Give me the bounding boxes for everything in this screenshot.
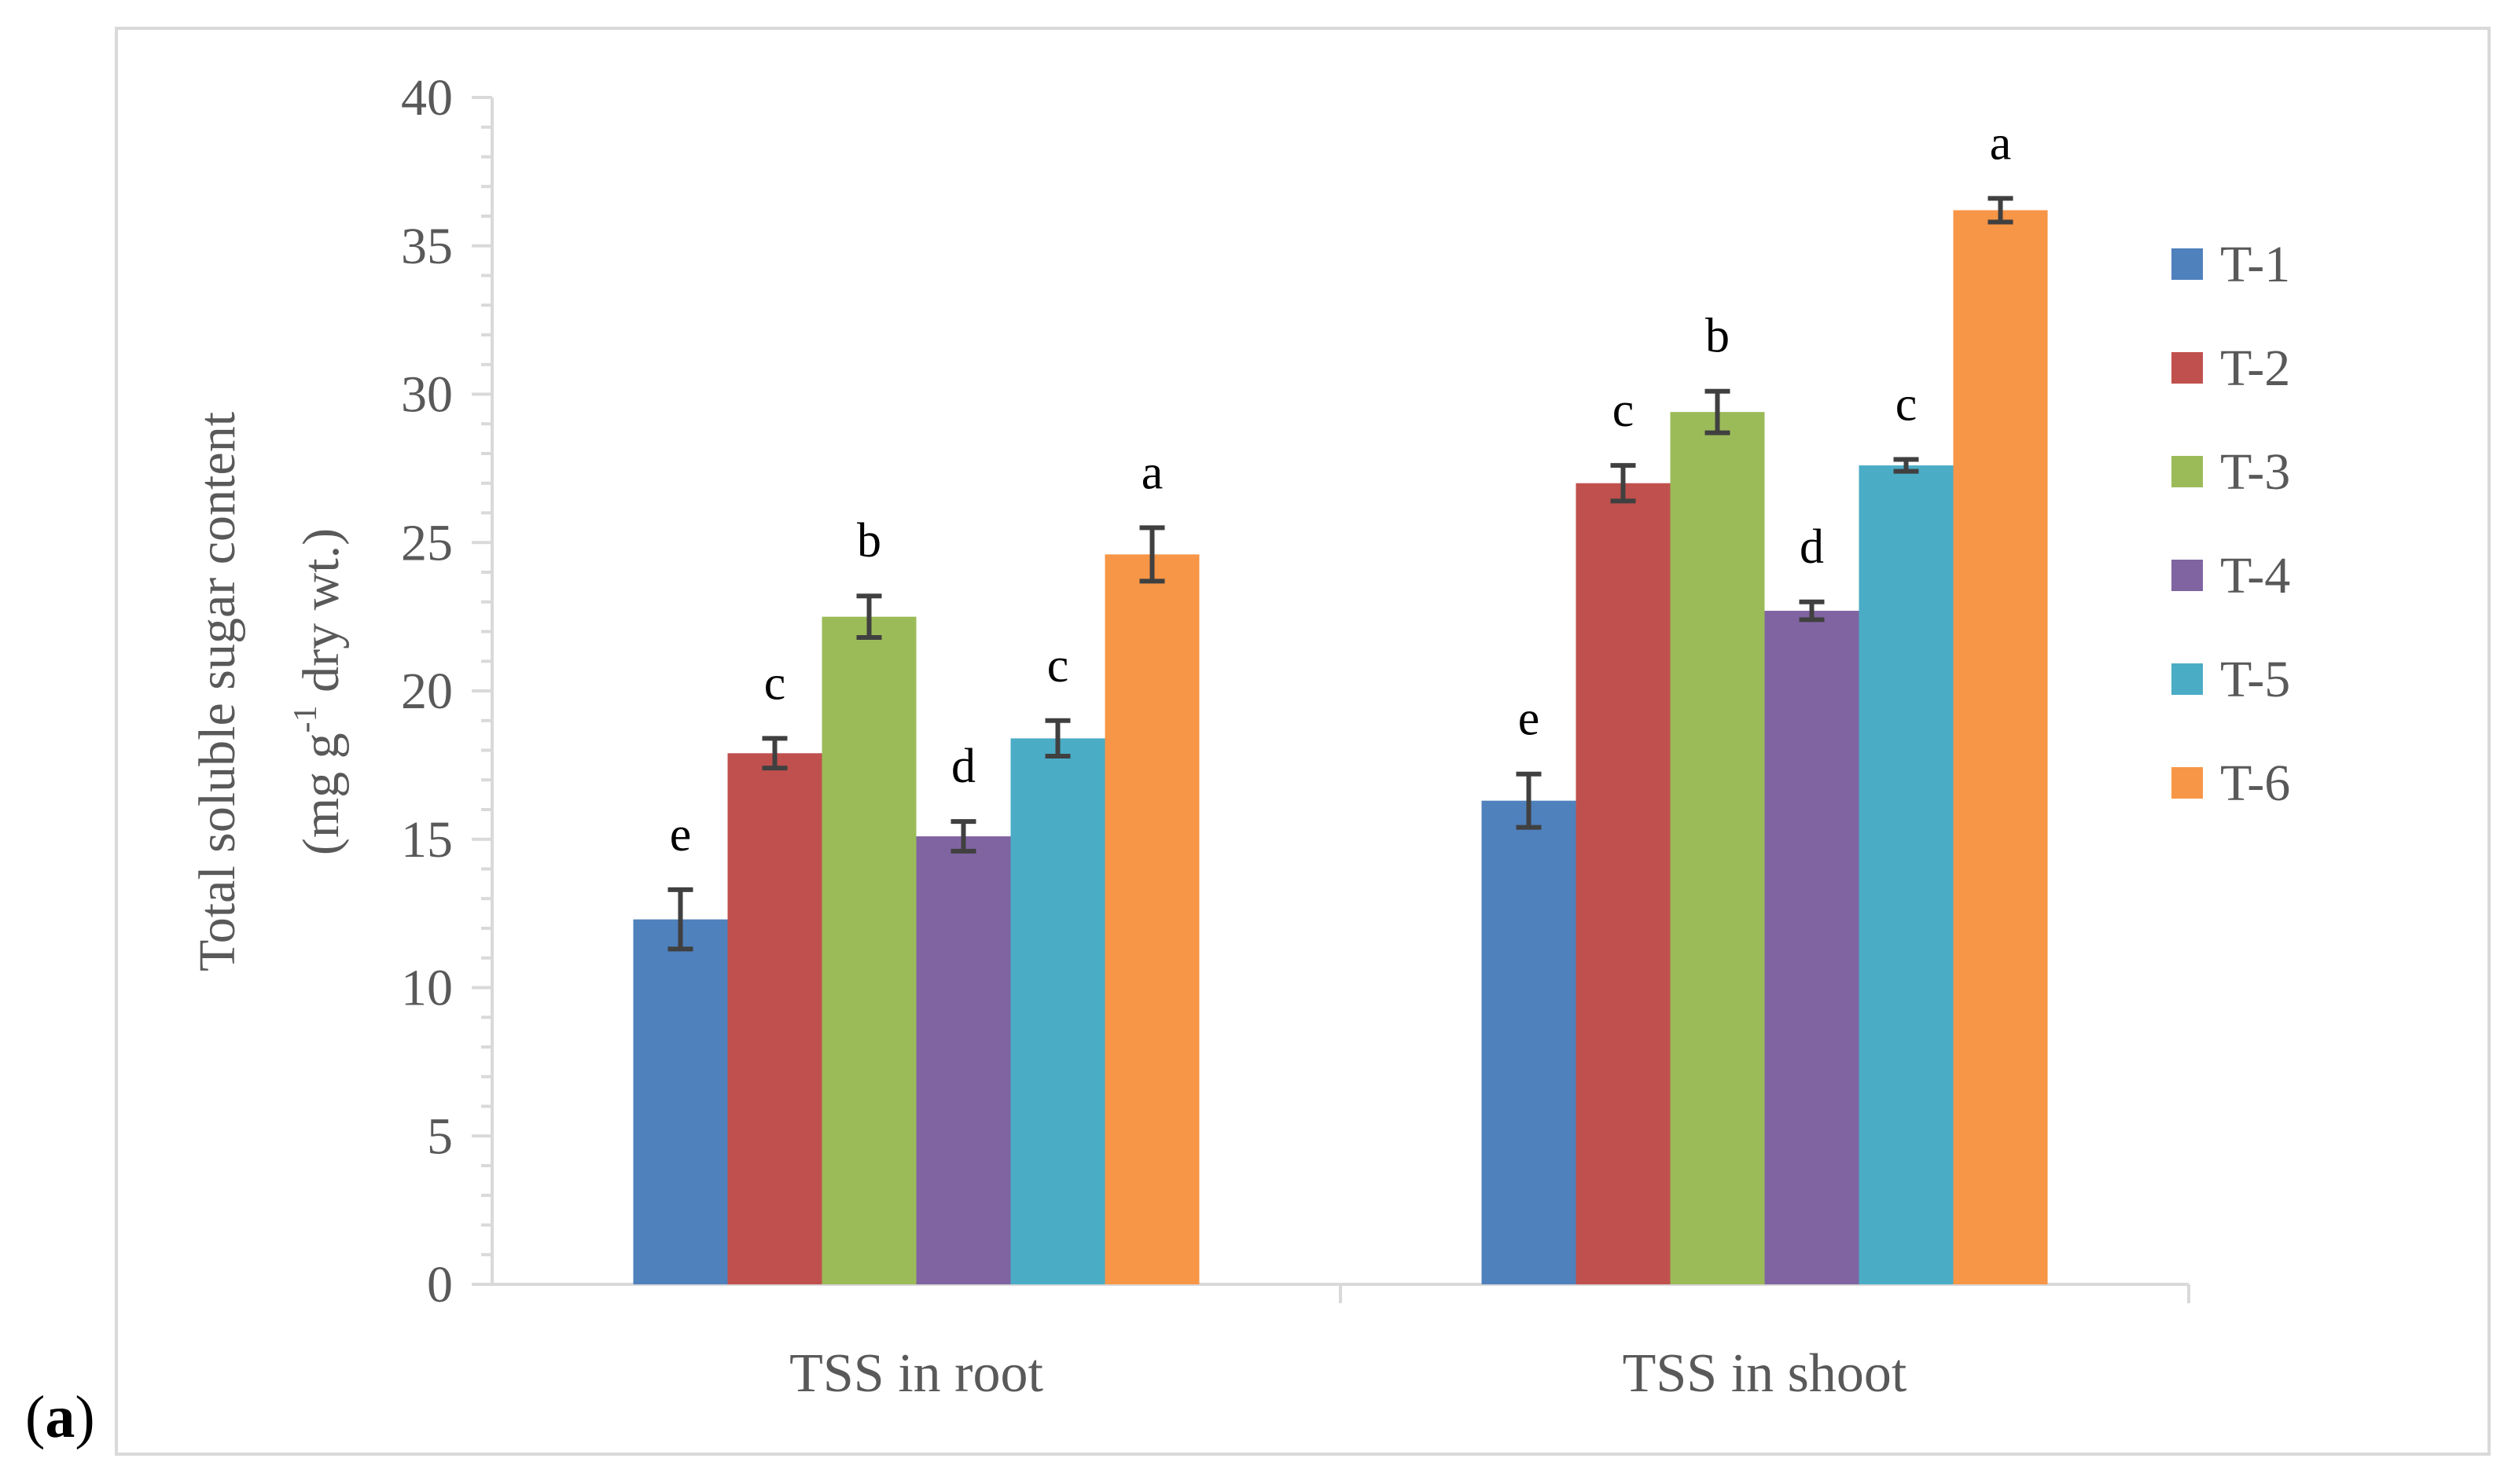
significance-letter: a [1142, 446, 1164, 499]
significance-letter: e [1518, 692, 1540, 746]
legend-label: T-2 [2220, 340, 2290, 397]
bar [1764, 611, 1859, 1284]
significance-letter: d [1800, 520, 1824, 574]
significance-letter: c [1047, 639, 1069, 692]
bar [1859, 465, 1954, 1284]
significance-letter: b [1705, 310, 1730, 363]
bar [1105, 554, 1200, 1284]
y-axis-label: Total soluble sugar content (mg g-1 dry … [189, 412, 350, 972]
axes: 0 5 10 15 20 25 30 35 40 TSS in root TSS in shoot [401, 69, 2190, 1404]
legend: T-1 T-2 T-3 T-4 T-5 T-6 [2171, 236, 2290, 812]
y-axis-label-line2: (mg g-1 dry wt.) [288, 528, 350, 855]
y-tick-label: 25 [401, 514, 453, 571]
bar [822, 616, 917, 1284]
bar [633, 919, 728, 1284]
panel-label: (a) [25, 1383, 95, 1452]
significance-letter: d [951, 740, 976, 793]
bar [1576, 483, 1671, 1284]
significance-letter: c [764, 656, 786, 710]
legend-label: T-3 [2220, 443, 2290, 501]
legend-swatch [2171, 352, 2203, 384]
legend-label: T-5 [2220, 651, 2290, 708]
panel-label-open: ( [25, 1384, 46, 1450]
y-axis-label-unit: (mg g [292, 733, 350, 855]
bar [1670, 412, 1765, 1284]
bars: e c b d c a e c b d c a [633, 116, 2048, 1285]
y-tick-label: 20 [401, 663, 453, 720]
legend-label: T-4 [2220, 547, 2290, 604]
significance-letter: c [1612, 384, 1634, 437]
y-tick-label: 30 [401, 366, 453, 424]
legend-label: T-1 [2220, 236, 2290, 293]
x-tick-label: TSS in shoot [1623, 1343, 1907, 1404]
significance-letter: c [1895, 378, 1918, 432]
bar [727, 753, 822, 1284]
significance-letter: e [670, 808, 692, 861]
legend-swatch [2171, 663, 2203, 695]
legend-swatch [2171, 456, 2203, 487]
y-tick-label: 5 [427, 1107, 453, 1165]
chart-frame [115, 27, 2491, 1456]
panel-label-close: ) [75, 1384, 95, 1450]
y-tick-label: 10 [401, 960, 453, 1017]
legend-swatch [2171, 248, 2203, 280]
y-axis-label-line1: Total soluble sugar content [189, 412, 246, 972]
bar [916, 836, 1011, 1284]
legend-swatch [2171, 560, 2203, 591]
y-tick-label: 15 [401, 811, 453, 869]
y-axis-label-exponent: -1 [288, 705, 324, 733]
significance-letter: a [1990, 116, 2012, 170]
y-tick-label: 40 [401, 69, 453, 127]
significance-letter: b [857, 514, 881, 568]
legend-swatch [2171, 767, 2203, 799]
x-tick-label: TSS in root [789, 1343, 1043, 1404]
y-axis-label-suffix: dry wt.) [292, 528, 350, 705]
bar [1010, 738, 1105, 1284]
bar [1953, 210, 2048, 1285]
bar [1481, 800, 1576, 1284]
y-tick-label: 0 [427, 1256, 453, 1313]
y-tick-label: 35 [401, 218, 453, 275]
panel-label-letter: a [45, 1384, 75, 1450]
legend-label: T-6 [2220, 755, 2290, 812]
